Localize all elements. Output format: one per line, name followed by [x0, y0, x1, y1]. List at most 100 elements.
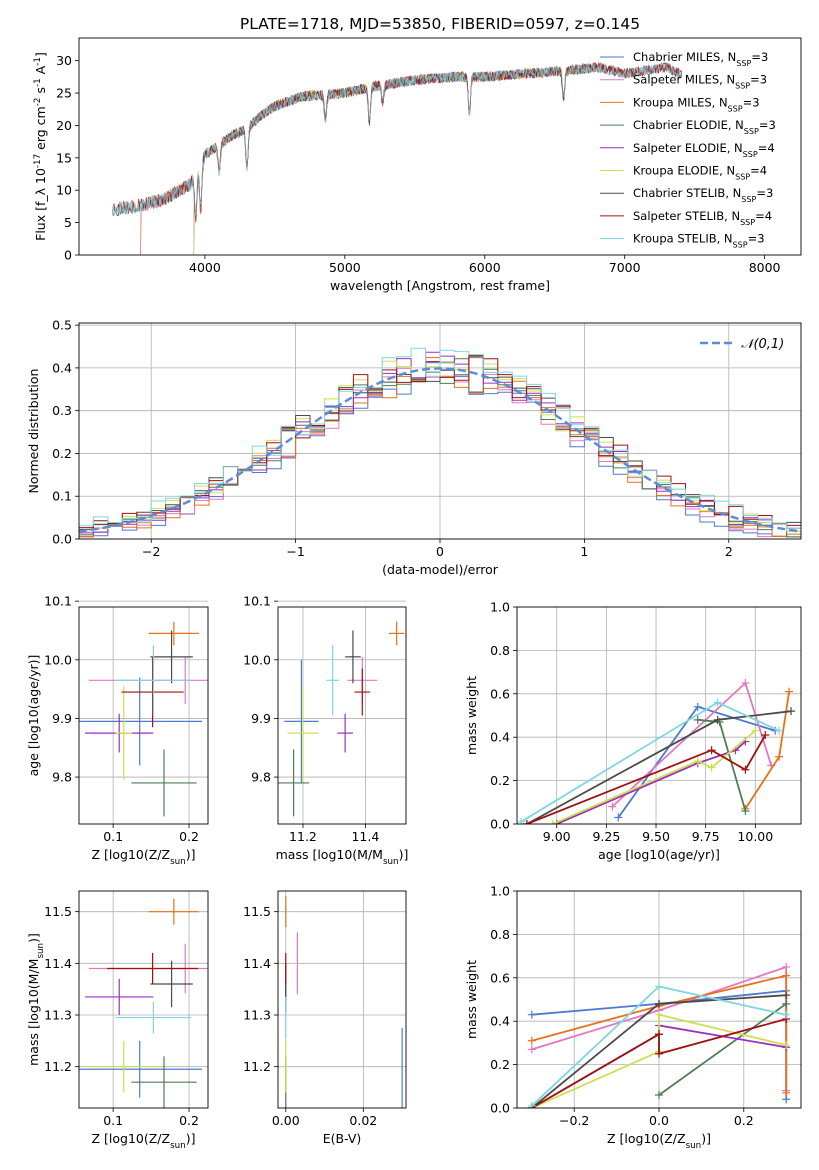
series-marker: [741, 678, 750, 687]
panel-spectrum: 4000 5000 6000 7000 8000 0 5 10 15 20 25 30 waveleng…: [33, 37, 802, 293]
series-marker: [761, 731, 770, 740]
series-line: [526, 734, 767, 824]
x-tick-label: 0.00: [272, 1113, 300, 1128]
y-tick-label: 0.8: [490, 927, 510, 942]
x-tick-label: 11.4: [351, 829, 379, 844]
plot-area: [79, 621, 208, 817]
x-axis-label: wavelength [Angstrom, rest frame]: [330, 278, 550, 293]
y-tick-label: 0.0: [490, 817, 510, 832]
series-marker: [713, 715, 722, 724]
y-tick-label: 11.5: [243, 904, 271, 919]
axes-frame: [516, 890, 802, 1109]
series-marker: [782, 1088, 791, 1097]
panel-mass-vs-EBV: 0.00 0.02 11.2 11.3 11.4 11.5 E(B-V): [243, 890, 407, 1146]
panel-mass-vs-Z: 0.1 0.2 11.2 11.3 11.4 11.5 Z [log10(Z/Zsun)] m…: [26, 890, 209, 1151]
series-marker: [527, 1045, 536, 1054]
y-tick-label: 10.1: [44, 594, 72, 609]
legend-label: Chabrier STELIB, NSSP=3: [633, 186, 773, 204]
series-marker: [655, 1049, 663, 1058]
x-tick-label: 1: [580, 544, 588, 559]
y-tick-label: 0: [64, 248, 72, 263]
series-line: [552, 730, 756, 824]
legend-label: Chabrier ELODIE, NSSP=3: [633, 118, 776, 136]
legend-label: Salpeter ELODIE, NSSP=4: [633, 141, 775, 159]
spectrum-line: [112, 63, 683, 217]
series-marker: [517, 817, 525, 824]
plot-area: [285, 896, 403, 1108]
series-marker: [741, 806, 750, 815]
series-marker: [527, 1036, 536, 1045]
y-tick-label: 11.3: [243, 1008, 271, 1023]
series-marker: [655, 999, 663, 1008]
plot-area: [527, 962, 791, 1108]
normal-curve: [79, 367, 801, 533]
series-marker: [782, 962, 791, 971]
y-tick-label: 0.6: [490, 686, 510, 701]
y-tick-label: 9.9: [52, 711, 72, 726]
series-marker: [782, 1041, 791, 1050]
y-axis-label: Flux [f_λ 10-17 erg cm-2 s-1 A-1]: [33, 52, 48, 241]
spectrum-line: [193, 63, 597, 255]
y-tick-label: 10: [56, 183, 72, 198]
x-tick-label: 2: [725, 544, 733, 559]
x-tick-label: 0.02: [349, 1113, 377, 1128]
panel-mass-weight-vs-Z: −0.2 0.0 0.2 0.0 0.2 0.4 0.6 0.8 1.0 Z [log10(Z/Z…: [464, 884, 802, 1151]
x-axis-label: (data-model)/error: [382, 562, 499, 577]
series-line: [526, 710, 792, 824]
spectrum-line: [112, 61, 683, 221]
axes-frame: [78, 37, 802, 256]
series-marker: [782, 991, 791, 1000]
x-tick-label: 0.2: [179, 829, 199, 844]
series-marker: [787, 707, 796, 716]
y-tick-label: 0.0: [52, 532, 72, 547]
series-marker: [775, 752, 784, 761]
y-tick-label: 0.2: [52, 446, 72, 461]
legend-label: 𝒩(0,1): [741, 337, 784, 352]
y-tick-label: 1.0: [490, 884, 510, 899]
y-tick-label: 15: [56, 150, 72, 165]
x-tick-label: 9.25: [592, 829, 620, 844]
x-axis-label: mass [log10(M/Msun)]: [276, 847, 409, 867]
y-tick-label: 1.0: [490, 600, 510, 615]
series-marker: [707, 763, 716, 772]
histogram-step: [79, 347, 801, 539]
legend-label: Kroupa MILES, NSSP=3: [633, 95, 760, 113]
plot-area: [278, 621, 405, 817]
panel-residual-distribution: −2 −1 0 1 2 0.0 0.1 0.2 0.3 0.4 0.5 (data-model)/er…: [26, 318, 802, 577]
plot-area: [112, 61, 683, 255]
series-line: [556, 740, 746, 824]
x-tick-label: 7000: [609, 260, 641, 275]
legend-label: Salpeter STELIB, NSSP=4: [633, 209, 772, 227]
x-axis-label: Z [log10(Z/Zsun)]: [607, 1131, 711, 1151]
y-tick-label: 10.0: [243, 652, 271, 667]
y-tick-label: 9.9: [251, 711, 271, 726]
series-marker: [655, 1090, 663, 1099]
y-tick-label: 0.3: [52, 403, 72, 418]
x-tick-label: −0.2: [559, 1113, 589, 1128]
series-marker: [693, 715, 702, 724]
spectrum-line: [140, 61, 683, 255]
series-marker: [608, 802, 617, 811]
series-marker: [655, 982, 663, 991]
series-marker: [655, 1030, 663, 1039]
y-tick-label: 0.2: [490, 773, 510, 788]
x-tick-label: 4000: [189, 260, 221, 275]
series-marker: [693, 702, 702, 711]
x-axis-label: Z [log10(Z/Zsun)]: [91, 847, 195, 867]
y-tick-label: 11.2: [44, 1059, 72, 1074]
panel-mass-weight-vs-age: 9.00 9.25 9.50 9.75 10.00 0.0 0.2 0.4 0.6 0.8 1.0 a…: [464, 600, 802, 862]
axes-frame: [516, 606, 802, 825]
y-tick-label: 20: [56, 118, 72, 133]
series-line: [531, 1018, 787, 1108]
series-marker: [785, 687, 794, 696]
series-marker: [782, 1010, 791, 1019]
series-marker: [782, 999, 791, 1008]
series-line: [531, 974, 788, 1093]
series-marker: [782, 971, 791, 980]
x-tick-label: −2: [142, 544, 160, 559]
x-tick-label: 8000: [749, 260, 781, 275]
y-axis-label: mass weight: [464, 960, 479, 1039]
y-tick-label: 11.5: [44, 904, 72, 919]
legend-label: Salpeter MILES, NSSP=3: [633, 73, 767, 91]
